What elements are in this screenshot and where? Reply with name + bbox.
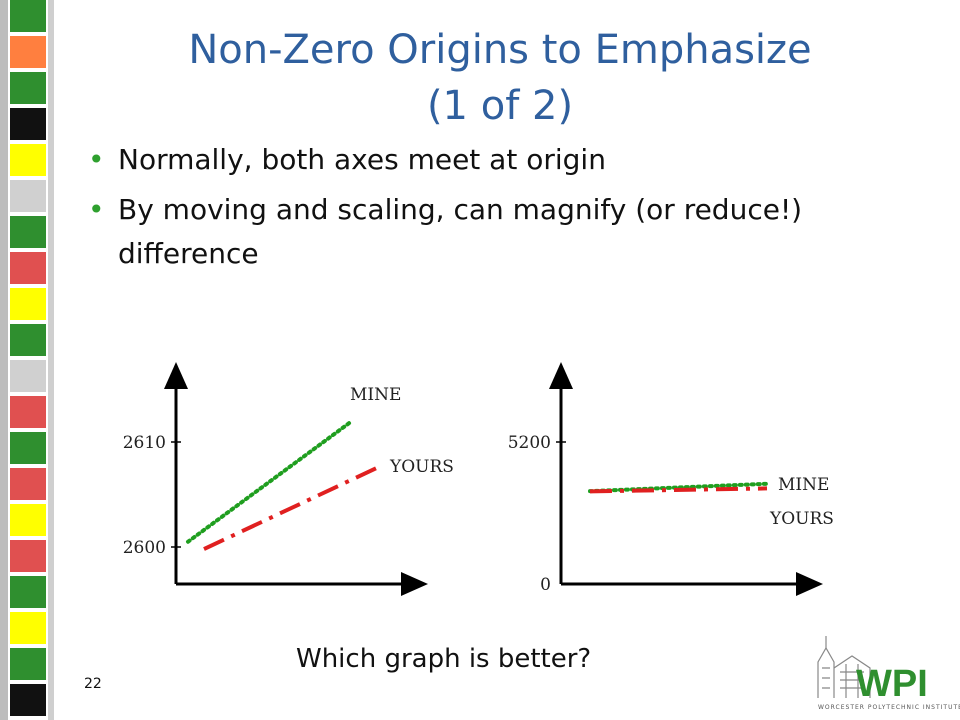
stripe-block xyxy=(10,648,46,680)
stripe-block xyxy=(10,108,46,140)
stripe-block xyxy=(10,252,46,284)
stripe-block xyxy=(10,360,46,392)
bullet-item: • By moving and scaling, can magnify (or… xyxy=(88,188,848,276)
bullet-text: Normally, both axes meet at origin xyxy=(118,143,606,176)
title-line-1: Non-Zero Origins to Emphasize xyxy=(188,27,812,73)
sidebar-gray-band-right xyxy=(48,0,54,720)
stripe-block xyxy=(10,396,46,428)
stripe-block xyxy=(10,72,46,104)
color-stripe xyxy=(10,0,46,720)
series-line-mine xyxy=(186,419,354,544)
bullet-text: By moving and scaling, can magnify (or r… xyxy=(118,193,803,270)
stripe-block xyxy=(10,36,46,68)
y-tick-label: 2610 xyxy=(123,433,166,453)
stripe-block xyxy=(10,180,46,212)
stripe-block xyxy=(10,432,46,464)
series-label-yours: YOURS xyxy=(769,509,834,529)
stripe-block xyxy=(10,468,46,500)
series-label-yours: YOURS xyxy=(389,457,454,477)
page-number: 22 xyxy=(84,676,102,692)
series-label-mine: MINE xyxy=(350,385,401,405)
series-line-mine xyxy=(588,481,769,494)
stripe-block xyxy=(10,144,46,176)
bullet-list: • Normally, both axes meet at origin • B… xyxy=(88,138,848,282)
chart-magnified: 2600 2610 MINE YOURS xyxy=(123,362,454,596)
logo-text: WPI xyxy=(856,663,928,705)
y-tick-label: 2600 xyxy=(123,538,166,558)
stripe-block xyxy=(10,576,46,608)
stripe-block xyxy=(10,684,46,716)
y-tick-label: 5200 xyxy=(508,433,551,453)
slide-title: Non-Zero Origins to Emphasize (1 of 2) xyxy=(90,22,910,134)
bullet-icon: • xyxy=(88,143,105,176)
stripe-block xyxy=(10,504,46,536)
bullet-item: • Normally, both axes meet at origin xyxy=(88,138,848,182)
stripe-block xyxy=(10,216,46,248)
y-tick-label: 0 xyxy=(540,575,551,595)
wpi-logo: WPI xyxy=(817,636,928,705)
title-line-2: (1 of 2) xyxy=(426,83,574,129)
chart-full-scale: 0 5200 MINE YOURS xyxy=(508,362,834,596)
logo-caption: WORCESTER POLYTECHNIC INSTITUTE xyxy=(818,704,960,711)
stripe-block xyxy=(10,540,46,572)
series-line-yours xyxy=(203,466,377,551)
question-text: Which graph is better? xyxy=(296,644,592,674)
stripe-block xyxy=(10,288,46,320)
stripe-block xyxy=(10,612,46,644)
sidebar-gray-band xyxy=(0,0,8,720)
bullet-icon: • xyxy=(88,193,105,226)
series-line-yours xyxy=(589,486,768,494)
series-label-mine: MINE xyxy=(778,475,829,495)
stripe-block xyxy=(10,324,46,356)
stripe-block xyxy=(10,0,46,32)
